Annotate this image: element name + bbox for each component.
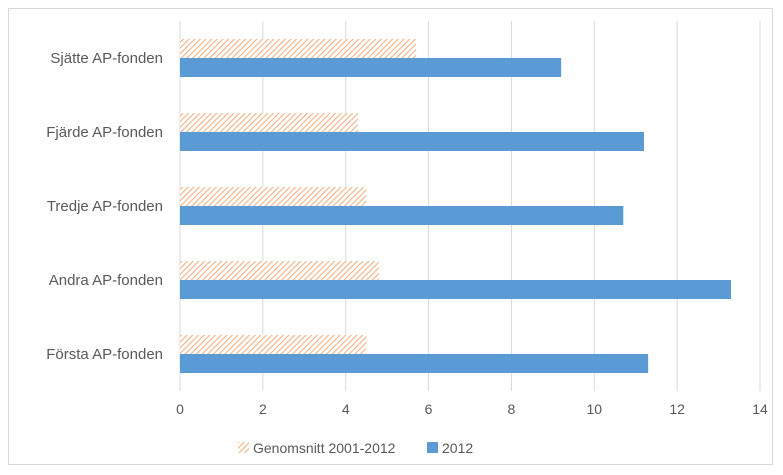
legend-label-genomsnitt: Genomsnitt 2001-2012 — [253, 440, 396, 456]
x-tick-label: 2 — [259, 401, 267, 417]
legend-label-2012: 2012 — [442, 440, 473, 456]
bar-2012 — [180, 58, 562, 77]
category-label: Fjärde AP-fonden — [46, 124, 163, 141]
category-label: Tredje AP-fonden — [47, 198, 163, 215]
x-tick-label: 6 — [425, 401, 433, 417]
bar-genomsnitt — [180, 187, 367, 206]
category-label: Sjätte AP-fonden — [50, 50, 163, 67]
category-label: Andra AP-fonden — [49, 272, 163, 289]
category-labels: Sjätte AP-fonden Fjärde AP-fonden Tredje A… — [46, 50, 163, 363]
bar-2012 — [180, 354, 649, 373]
bar-genomsnitt — [180, 335, 367, 354]
bar-2012 — [180, 132, 644, 151]
bars — [180, 39, 731, 373]
bar-genomsnitt — [180, 261, 379, 280]
x-tick-label: 10 — [586, 401, 602, 417]
x-tick-label: 8 — [508, 401, 516, 417]
category-label: Första AP-fonden — [46, 346, 163, 363]
chart-area: Sjätte AP-fonden Fjärde AP-fonden Tredje A… — [8, 8, 773, 465]
bar-chart: Sjätte AP-fonden Fjärde AP-fonden Tredje A… — [46, 21, 768, 456]
x-tick-labels: 0 2 4 6 8 10 12 14 — [176, 401, 768, 417]
x-tick-label: 14 — [752, 401, 768, 417]
x-tick-label: 0 — [176, 401, 184, 417]
bar-2012 — [180, 206, 624, 225]
x-tick-label: 12 — [669, 401, 685, 417]
legend-swatch-genomsnitt — [238, 442, 249, 453]
x-tick-label: 4 — [342, 401, 350, 417]
bar-2012 — [180, 280, 731, 299]
legend-swatch-2012 — [427, 442, 438, 453]
bar-genomsnitt — [180, 39, 417, 58]
bar-genomsnitt — [180, 113, 359, 132]
legend: Genomsnitt 2001-2012 2012 — [238, 440, 473, 456]
